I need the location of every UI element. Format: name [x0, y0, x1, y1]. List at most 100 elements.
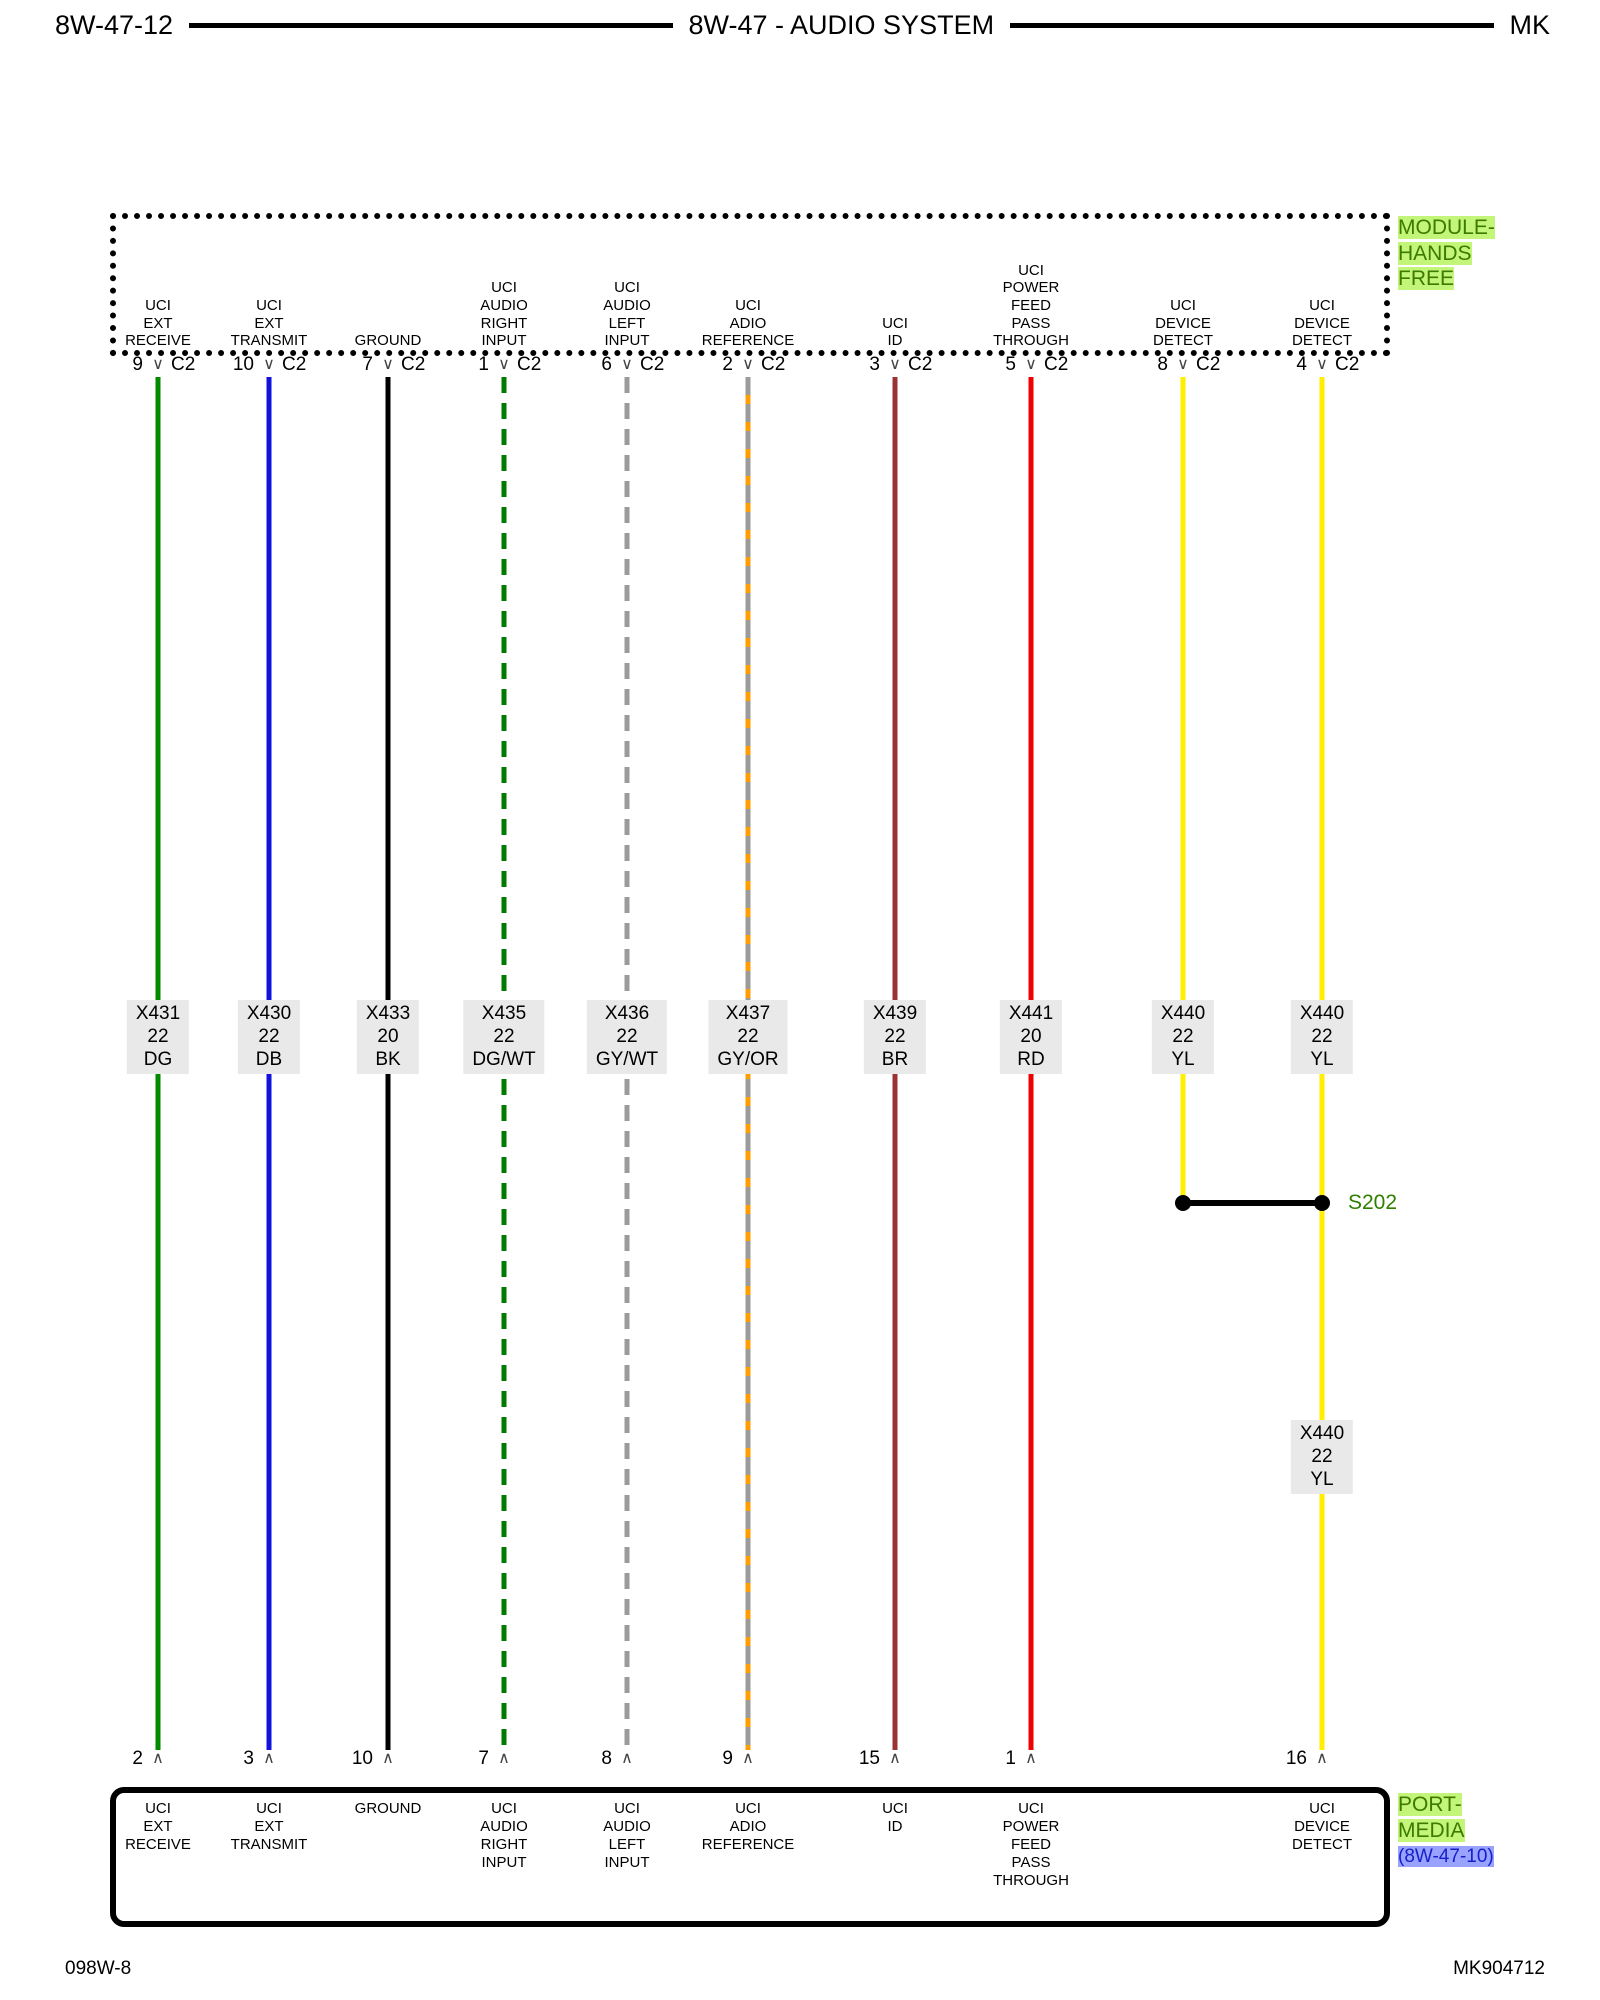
connector-terminal-icon: ∨ — [1316, 356, 1328, 373]
connector-id: C2 — [761, 354, 786, 375]
bottom-connector: 7 ∧ — [444, 1748, 564, 1770]
pin-number: 3 — [869, 354, 880, 375]
pin-number: 10 — [351, 1748, 373, 1769]
wire-top-function-label: UCI ADIO REFERENCE — [701, 296, 795, 350]
wire-top-function-label: UCI EXT RECEIVE — [125, 296, 191, 350]
connector-terminal-icon: ∧ — [621, 1750, 633, 1767]
wire-bottom-function-label: UCI AUDIO RIGHT INPUT — [480, 1800, 528, 1871]
wire-bottom-function-label: UCI POWER FEED PASS THROUGH — [993, 1800, 1069, 1889]
wire-top-function-label: UCI AUDIO RIGHT INPUT — [480, 279, 528, 350]
pin-number: 4 — [1296, 354, 1307, 375]
wire-code-label: X437 22 GY/OR — [708, 1000, 788, 1075]
connector-id: C2 — [1335, 354, 1360, 375]
pin-number: 15 — [858, 1748, 880, 1769]
connector-terminal-icon: ∧ — [742, 1750, 754, 1767]
connector-terminal-icon: ∧ — [263, 1750, 275, 1767]
top-connector: 7 ∨ C2 — [328, 354, 448, 376]
bottom-connector: 1 ∧ — [971, 1748, 1091, 1770]
wire-code-label: X433 20 BK — [356, 1000, 420, 1075]
bottom-connector: 16 ∧ — [1262, 1748, 1382, 1770]
pin-number: 8 — [1157, 354, 1168, 375]
header-section-number: 8W-47-12 — [55, 10, 174, 40]
connector-terminal-icon: ∨ — [742, 356, 754, 373]
connector-terminal-icon: ∨ — [382, 356, 394, 373]
connector-id: C2 — [171, 354, 196, 375]
wire-code-label: X435 22 DG/WT — [463, 1000, 545, 1075]
splice-label: S202 — [1348, 1191, 1398, 1214]
bottom-connector: 3 ∧ — [209, 1748, 329, 1770]
pin-number: 6 — [601, 354, 612, 375]
media-port-box — [110, 1787, 1390, 1927]
wire-top-function-label: GROUND — [354, 332, 422, 350]
pin-number: 10 — [232, 354, 254, 375]
wire-code-label: X441 20 RD — [999, 1000, 1063, 1075]
connector-id: C2 — [908, 354, 933, 375]
connector-terminal-icon: ∨ — [621, 356, 633, 373]
pin-number: 9 — [722, 1748, 733, 1769]
connector-id: C2 — [401, 354, 426, 375]
connector-id: C2 — [640, 354, 665, 375]
top-connector: 3 ∨ C2 — [835, 354, 955, 376]
header-rule-right — [1010, 23, 1494, 28]
connector-terminal-icon: ∨ — [1025, 356, 1037, 373]
pin-number: 7 — [478, 1748, 489, 1769]
pin-number: 8 — [601, 1748, 612, 1769]
top-connector: 9 ∨ C2 — [98, 354, 218, 376]
top-connector: 5 ∨ C2 — [971, 354, 1091, 376]
connector-id: C2 — [282, 354, 307, 375]
connector-terminal-icon: ∧ — [1316, 1750, 1328, 1767]
wire-top-function-label: UCI ID — [882, 314, 908, 350]
header-vehicle-code: MK — [1509, 10, 1551, 40]
pin-number: 7 — [362, 354, 373, 375]
wire-code-label: X431 22 DG — [126, 1000, 190, 1075]
pin-number: 2 — [132, 1748, 143, 1769]
pin-number: 1 — [478, 354, 489, 375]
splice-dot — [1314, 1195, 1330, 1211]
top-connector: 6 ∨ C2 — [567, 354, 687, 376]
page-title: 8W-47 - AUDIO SYSTEM — [688, 10, 995, 40]
wire-bottom-function-label: UCI AUDIO LEFT INPUT — [603, 1800, 651, 1871]
wire-bottom-function-label: UCI ADIO REFERENCE — [701, 1800, 795, 1853]
wire-bottom-function-label: UCI DEVICE DETECT — [1292, 1800, 1352, 1853]
wire-code-label: X430 22 DB — [237, 1000, 301, 1075]
wire-bottom-function-label: GROUND — [354, 1800, 422, 1817]
wire-bottom-function-label: UCI EXT RECEIVE — [125, 1800, 191, 1853]
wire-code-label: X439 22 BR — [863, 1000, 927, 1075]
wire-top-function-label: UCI DEVICE DETECT — [1153, 296, 1213, 350]
wire-top-function-label: UCI POWER FEED PASS THROUGH — [993, 261, 1069, 350]
media-port-label: PORT- MEDIA (8W-47-10) — [1398, 1793, 1494, 1868]
wire-bottom-function-label: UCI EXT TRANSMIT — [230, 1800, 308, 1853]
connector-id: C2 — [1044, 354, 1069, 375]
cross-reference-link: (8W-47-10) — [1398, 1846, 1494, 1868]
connector-terminal-icon: ∨ — [889, 356, 901, 373]
pin-number: 5 — [1005, 354, 1016, 375]
pin-number: 16 — [1285, 1748, 1307, 1769]
wire-top-function-label: UCI AUDIO LEFT INPUT — [603, 279, 651, 350]
pin-number: 9 — [132, 354, 143, 375]
wire-code-label: X440 22 YL — [1151, 1000, 1215, 1075]
top-connector: 8 ∨ C2 — [1123, 354, 1243, 376]
pin-number: 3 — [243, 1748, 254, 1769]
connector-terminal-icon: ∧ — [382, 1750, 394, 1767]
splice-dot — [1175, 1195, 1191, 1211]
page-header: 8W-47-12 8W-47 - AUDIO SYSTEM MK — [55, 10, 1550, 41]
top-connector: 4 ∨ C2 — [1262, 354, 1382, 376]
connector-terminal-icon: ∧ — [498, 1750, 510, 1767]
footer-page-code: 098W-8 — [65, 1958, 132, 1979]
header-rule-left — [189, 23, 673, 28]
connector-terminal-icon: ∨ — [498, 356, 510, 373]
pin-number: 2 — [722, 354, 733, 375]
splice-wire — [1183, 1200, 1322, 1206]
connector-terminal-icon: ∨ — [152, 356, 164, 373]
pin-number: 1 — [1005, 1748, 1016, 1769]
bottom-connector: 10 ∧ — [328, 1748, 448, 1770]
wire-code-label: X440 22 YL — [1290, 1000, 1354, 1075]
top-connector: 1 ∨ C2 — [444, 354, 564, 376]
bottom-connector: 2 ∧ — [98, 1748, 218, 1770]
hands-free-module-box — [110, 213, 1390, 356]
connector-id: C2 — [517, 354, 542, 375]
wire-top-function-label: UCI EXT TRANSMIT — [230, 296, 308, 350]
top-connector: 10 ∨ C2 — [209, 354, 329, 376]
top-connector: 2 ∨ C2 — [688, 354, 808, 376]
